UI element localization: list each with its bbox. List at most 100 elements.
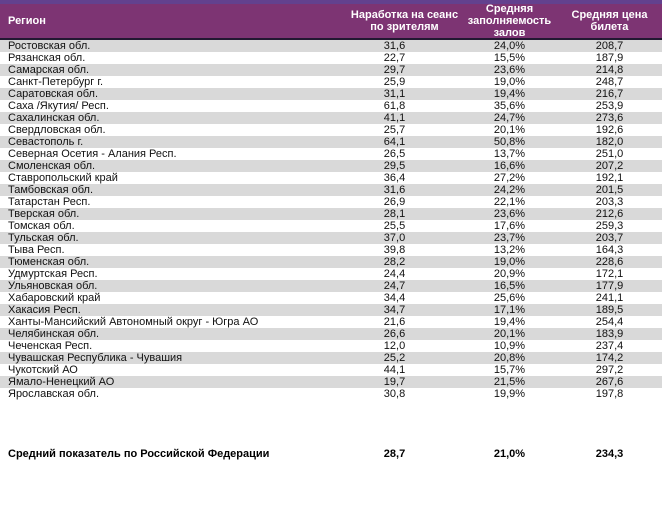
per-session-value: 21,6 (383, 316, 406, 328)
summary-occupancy-value: 21,0% (493, 447, 526, 460)
header-ticket-price: Средняя цена билета (571, 9, 648, 33)
table-row: Ярославская обл. 30,8 19,9% 197,8 (0, 388, 662, 400)
price-value: 251,0 (595, 148, 624, 160)
region-name: Саха /Якутия/ Респ. (8, 100, 109, 112)
occupancy-value: 25,6% (493, 292, 526, 304)
per-session-value: 12,0 (383, 340, 406, 352)
region-name: Чувашская Республика - Чувашия (8, 352, 183, 364)
price-value: 267,6 (595, 376, 624, 388)
occupancy-value: 17,6% (493, 220, 526, 232)
header-occupancy: Средняя заполняемость залов (467, 3, 552, 39)
occupancy-value: 19,0% (493, 256, 526, 268)
table-header: Регион Наработка на сеанс по зрителям Ср… (0, 3, 662, 40)
price-value: 174,2 (595, 352, 624, 364)
region-name: Северная Осетия - Алания Респ. (8, 148, 177, 160)
region-name: Хакасия Респ. (8, 304, 81, 316)
price-value: 237,4 (595, 340, 624, 352)
top-accent-strip (0, 0, 662, 4)
table-row: Челябинская обл. 26,6 20,1% 183,9 (0, 328, 662, 340)
region-name: Тверская обл. (8, 208, 80, 220)
per-session-value: 61,8 (383, 100, 406, 112)
price-value: 172,1 (595, 268, 624, 280)
occupancy-value: 19,0% (493, 76, 526, 88)
price-value: 192,6 (595, 124, 624, 136)
table-row: Сахалинская обл. 41,1 24,7% 273,6 (0, 112, 662, 124)
per-session-value: 28,2 (383, 256, 406, 268)
table-row: Смоленская обл. 29,5 16,6% 207,2 (0, 160, 662, 172)
per-session-value: 64,1 (383, 136, 406, 148)
table-row: Ханты-Мансийский Автономный округ - Югра… (0, 316, 662, 328)
per-session-value: 22,7 (383, 52, 406, 64)
region-name: Ярославская обл. (8, 388, 100, 400)
table-body: Ростовская обл. 31,6 24,0% 208,7 Рязанск… (0, 40, 662, 400)
summary-region-label: Средний показатель по Российской Федерац… (8, 447, 270, 460)
price-value: 203,3 (595, 196, 624, 208)
occupancy-value: 16,5% (493, 280, 526, 292)
region-name: Челябинская обл. (8, 328, 100, 340)
summary-row: Средний показатель по Российской Федерац… (0, 400, 662, 507)
price-value: 164,3 (595, 244, 624, 256)
table-row: Татарстан Респ. 26,9 22,1% 203,3 (0, 196, 662, 208)
table-row: Северная Осетия - Алания Респ. 26,5 13,7… (0, 148, 662, 160)
per-session-value: 25,5 (383, 220, 406, 232)
per-session-value: 44,1 (383, 364, 406, 376)
per-session-value: 25,2 (383, 352, 406, 364)
table-row: Тюменская обл. 28,2 19,0% 228,6 (0, 256, 662, 268)
price-value: 212,6 (595, 208, 624, 220)
region-name: Санкт-Петербург г. (8, 76, 104, 88)
region-name: Татарстан Респ. (8, 196, 91, 208)
per-session-value: 25,9 (383, 76, 406, 88)
summary-price-value: 234,3 (595, 447, 624, 460)
region-name: Саратовская обл. (8, 88, 99, 100)
occupancy-value: 16,6% (493, 160, 526, 172)
price-value: 208,7 (595, 40, 624, 52)
region-name: Ханты-Мансийский Автономный округ - Югра… (8, 316, 259, 328)
occupancy-value: 21,5% (493, 376, 526, 388)
occupancy-value: 23,7% (493, 232, 526, 244)
price-value: 203,7 (595, 232, 624, 244)
occupancy-value: 22,1% (493, 196, 526, 208)
region-name: Тыва Респ. (8, 244, 65, 256)
region-name: Чеченская Респ. (8, 340, 93, 352)
region-name: Удмуртская Респ. (8, 268, 98, 280)
per-session-value: 26,9 (383, 196, 406, 208)
price-value: 189,5 (595, 304, 624, 316)
per-session-value: 31,1 (383, 88, 406, 100)
occupancy-value: 10,9% (493, 340, 526, 352)
price-value: 254,4 (595, 316, 624, 328)
price-value: 248,7 (595, 76, 624, 88)
occupancy-value: 35,6% (493, 100, 526, 112)
price-value: 183,9 (595, 328, 624, 340)
occupancy-value: 17,1% (493, 304, 526, 316)
region-name: Ульяновская обл. (8, 280, 98, 292)
price-value: 273,6 (595, 112, 624, 124)
table-row: Ямало-Ненецкий АО 19,7 21,5% 267,6 (0, 376, 662, 388)
per-session-value: 26,6 (383, 328, 406, 340)
per-session-value: 31,6 (383, 184, 406, 196)
price-value: 177,9 (595, 280, 624, 292)
table-row: Чувашская Республика - Чувашия 25,2 20,8… (0, 352, 662, 364)
table-row: Свердловская обл. 25,7 20,1% 192,6 (0, 124, 662, 136)
table-row: Саха /Якутия/ Респ. 61,8 35,6% 253,9 (0, 100, 662, 112)
table-row: Саратовская обл. 31,1 19,4% 216,7 (0, 88, 662, 100)
occupancy-value: 20,9% (493, 268, 526, 280)
table-row: Хабаровский край 34,4 25,6% 241,1 (0, 292, 662, 304)
occupancy-value: 20,1% (493, 124, 526, 136)
occupancy-value: 23,6% (493, 64, 526, 76)
table-row: Санкт-Петербург г. 25,9 19,0% 248,7 (0, 76, 662, 88)
region-name: Томская обл. (8, 220, 75, 232)
per-session-value: 28,1 (383, 208, 406, 220)
region-name: Ростовская обл. (8, 40, 91, 52)
per-session-value: 34,4 (383, 292, 406, 304)
per-session-value: 26,5 (383, 148, 406, 160)
region-name: Хабаровский край (8, 292, 101, 304)
header-per-session: Наработка на сеанс по зрителям (350, 9, 459, 33)
table-row: Ульяновская обл. 24,7 16,5% 177,9 (0, 280, 662, 292)
occupancy-value: 15,7% (493, 364, 526, 376)
per-session-value: 25,7 (383, 124, 406, 136)
per-session-value: 30,8 (383, 388, 406, 400)
occupancy-value: 24,7% (493, 112, 526, 124)
occupancy-value: 20,1% (493, 328, 526, 340)
occupancy-value: 19,4% (493, 88, 526, 100)
